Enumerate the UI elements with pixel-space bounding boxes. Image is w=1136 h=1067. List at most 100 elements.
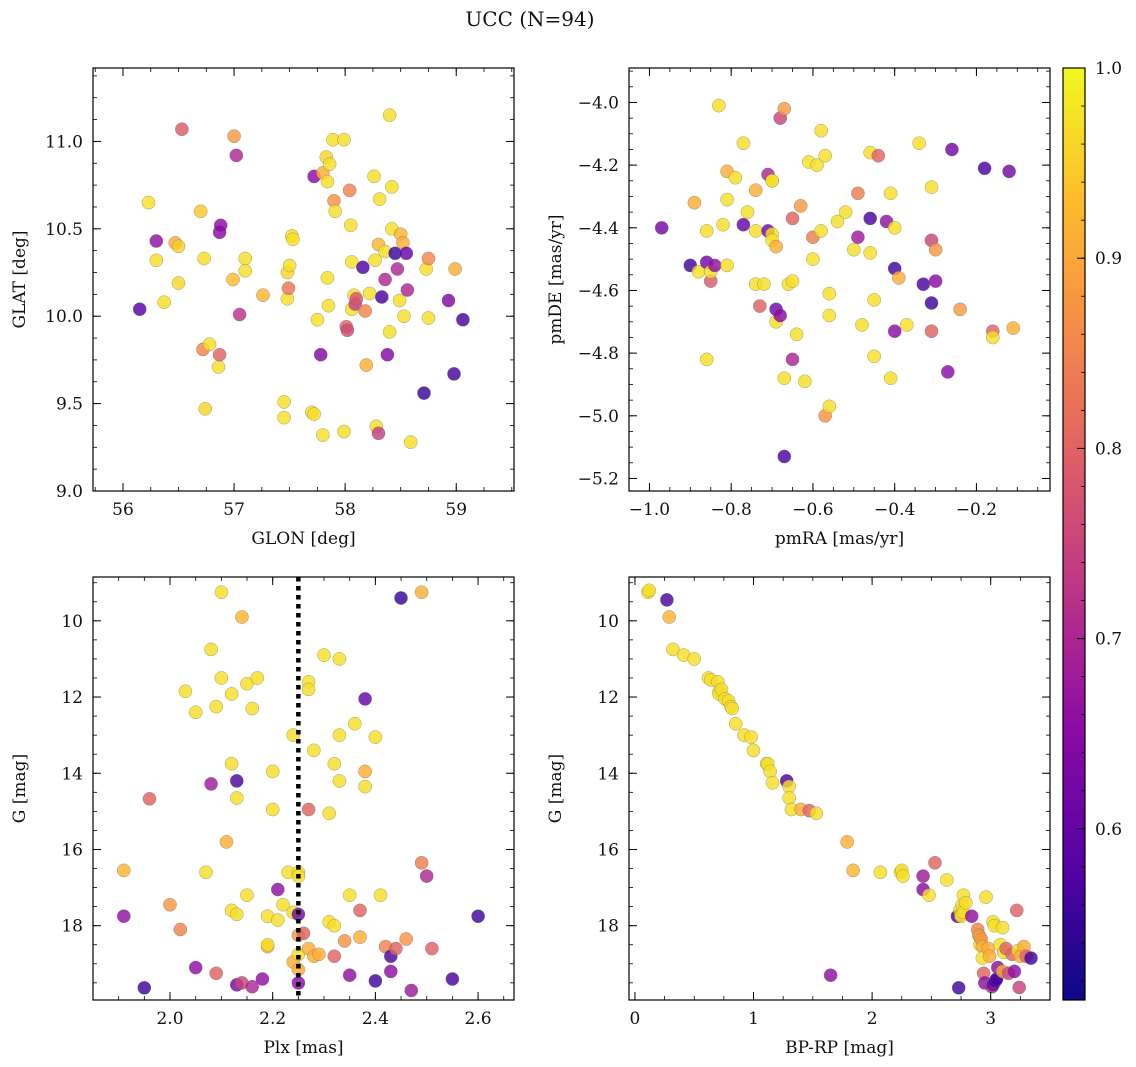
data-point	[211, 360, 226, 374]
data-point	[748, 224, 763, 238]
y-tick-label: 9.0	[56, 482, 83, 502]
data-point	[256, 288, 270, 303]
data-point	[260, 937, 275, 952]
data-point	[777, 449, 792, 464]
data-point	[245, 979, 260, 994]
data-point	[883, 186, 898, 201]
data-point	[226, 272, 240, 287]
data-point	[358, 779, 372, 794]
data-point	[356, 260, 370, 275]
y-tick-label: 14	[61, 764, 83, 784]
data-point	[785, 274, 800, 288]
y-tick-label: 11.0	[45, 132, 83, 152]
data-point	[198, 401, 213, 416]
data-point	[404, 983, 419, 998]
data-point	[928, 274, 943, 288]
data-point	[282, 258, 297, 273]
data-point	[342, 968, 357, 983]
data-point	[328, 204, 343, 219]
data-point	[765, 775, 780, 790]
data-point	[359, 358, 374, 372]
data-point	[310, 312, 325, 327]
data-point	[347, 716, 362, 731]
data-point	[883, 371, 898, 386]
x-tick-label: 2.2	[259, 1009, 286, 1029]
data-point	[306, 743, 321, 758]
data-point	[394, 591, 408, 605]
data-point	[707, 258, 722, 273]
data-point	[838, 205, 853, 219]
data-point	[399, 932, 414, 946]
data-point	[744, 730, 758, 744]
data-point	[765, 173, 779, 188]
panels: 56 57 58 59 9.0 9.5 10.0 10.5 11.0 GLON [deg] GLAT…	[10, 67, 1051, 1058]
data-point	[327, 949, 342, 964]
data-point	[327, 756, 342, 771]
axes-frame	[92, 67, 515, 492]
data-point	[995, 920, 1010, 935]
data-point	[149, 253, 164, 268]
data-point	[313, 347, 328, 362]
data-point	[699, 224, 714, 238]
data-point	[219, 835, 234, 849]
data-point	[332, 774, 347, 788]
y-tick-label: 10	[597, 612, 619, 632]
data-point	[373, 888, 388, 903]
data-point	[141, 195, 156, 210]
data-point	[188, 705, 203, 720]
data-point	[891, 271, 906, 285]
x-axis-label: pmRA [mas/yr]	[775, 529, 904, 549]
data-point	[725, 701, 740, 716]
colorbar-tick-label: 0.8	[1095, 439, 1122, 459]
data-point	[214, 671, 229, 685]
data-point	[822, 286, 837, 301]
data-point	[421, 251, 436, 266]
data-point	[197, 251, 211, 266]
data-point	[773, 308, 788, 323]
data-point	[939, 873, 954, 887]
y-tick-label: 18	[597, 917, 619, 937]
x-tick-label: 3	[985, 1009, 996, 1029]
x-axis-label: BP-RP [mag]	[785, 1038, 894, 1058]
data-point	[964, 909, 979, 924]
data-point	[307, 407, 321, 421]
data-point	[958, 895, 973, 910]
data-point	[332, 728, 347, 742]
data-point	[916, 869, 930, 883]
colorbar-tick-label: 0.7	[1095, 630, 1122, 650]
data-point	[417, 386, 431, 400]
data-point	[716, 217, 730, 232]
data-point	[235, 610, 249, 624]
data-point	[397, 309, 411, 324]
data-point	[171, 239, 186, 254]
data-point	[793, 199, 808, 213]
figure-title: UCC (N=94)	[465, 7, 594, 31]
axes-frame	[628, 576, 1051, 1001]
data-point	[193, 204, 208, 219]
x-tick-label: 58	[334, 500, 356, 520]
data-point	[928, 855, 942, 870]
data-point	[372, 192, 387, 206]
x-tick-label: −0.4	[874, 500, 915, 520]
y-axis-label: GLAT [deg]	[10, 230, 30, 328]
data-point	[368, 974, 383, 988]
data-point	[209, 966, 224, 981]
colorbar-tick-label: 1.0	[1095, 59, 1122, 79]
colorbar-tick-label: 0.9	[1095, 249, 1122, 269]
data-point	[945, 142, 959, 157]
data-point	[785, 352, 800, 367]
data-point	[846, 242, 861, 257]
y-axis-label: G [mag]	[10, 754, 30, 823]
data-point	[912, 136, 927, 151]
y-tick-label: 12	[61, 688, 83, 708]
data-point	[867, 349, 882, 364]
data-point	[953, 302, 967, 317]
data-point	[358, 304, 373, 318]
data-point	[116, 909, 131, 924]
data-point	[873, 865, 888, 880]
x-tick-label: 2.0	[156, 1009, 183, 1029]
points-bprp_g	[641, 583, 1038, 995]
data-point	[137, 980, 152, 995]
data-point	[720, 258, 734, 273]
data-point	[421, 311, 436, 325]
